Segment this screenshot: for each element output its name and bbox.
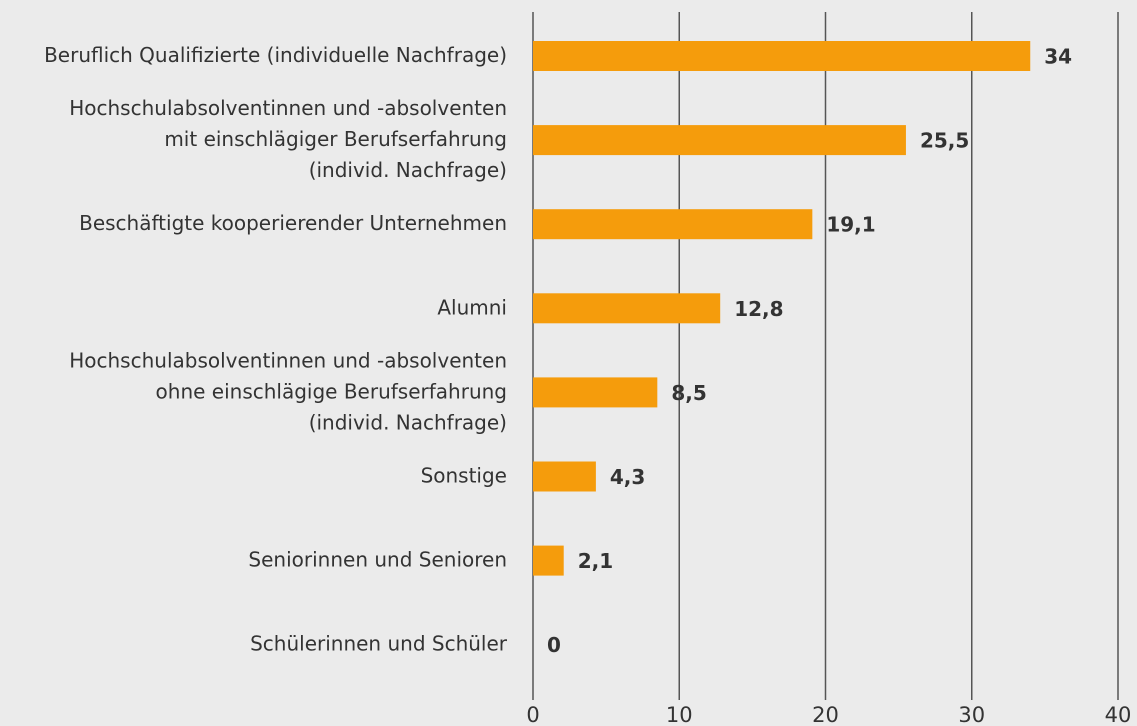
bar [533, 41, 1031, 71]
bar [533, 293, 721, 324]
x-tick-label: 20 [812, 703, 839, 726]
bar [533, 545, 564, 576]
y-tick-label: Beruflich Qualifizierte (individuelle Na… [44, 43, 507, 67]
y-tick-label: Beschäftigte kooperierender Unternehmen [79, 211, 507, 235]
value-label: 2,1 [578, 549, 613, 573]
bar [533, 209, 813, 240]
value-label: 4,3 [610, 465, 645, 489]
label-line: (individ. Nachfrage) [309, 158, 507, 182]
x-tick-label: 30 [958, 703, 985, 726]
y-tick-label: Schülerinnen und Schüler [250, 631, 508, 655]
label-line: Beruflich Qualifizierte (individuelle Na… [44, 43, 507, 67]
bar [533, 461, 596, 492]
y-tick-label: Hochschulabsolventinnen und -absolventen… [69, 96, 507, 182]
label-line: mit einschlägiger Berufserfahrung [164, 127, 507, 151]
x-tick-label: 10 [666, 703, 693, 726]
label-line: Seniorinnen und Senioren [248, 547, 507, 571]
value-label: 8,5 [671, 381, 706, 405]
y-tick-label: Alumni [437, 295, 507, 319]
value-label: 19,1 [826, 213, 875, 237]
x-tick-label: 40 [1105, 703, 1132, 726]
value-label: 12,8 [734, 297, 783, 321]
label-line: Beschäftigte kooperierender Unternehmen [79, 211, 507, 235]
label-line: ohne einschlägige Berufserfahrung [156, 379, 507, 403]
x-tick-label: 0 [526, 703, 539, 726]
bar [533, 125, 906, 156]
value-label: 0 [547, 633, 561, 657]
label-line: Hochschulabsolventinnen und -absolventen [69, 348, 507, 372]
label-line: Hochschulabsolventinnen und -absolventen [69, 96, 507, 120]
value-label: 25,5 [920, 129, 969, 153]
y-tick-label: Hochschulabsolventinnen und -absolventen… [69, 348, 507, 434]
label-line: Schülerinnen und Schüler [250, 631, 508, 655]
label-line: Sonstige [421, 463, 507, 487]
label-line: Alumni [437, 295, 507, 319]
y-tick-label: Seniorinnen und Senioren [248, 547, 507, 571]
bar [533, 377, 658, 408]
y-tick-label: Sonstige [421, 463, 507, 487]
value-label: 34 [1044, 45, 1072, 69]
label-line: (individ. Nachfrage) [309, 410, 507, 434]
